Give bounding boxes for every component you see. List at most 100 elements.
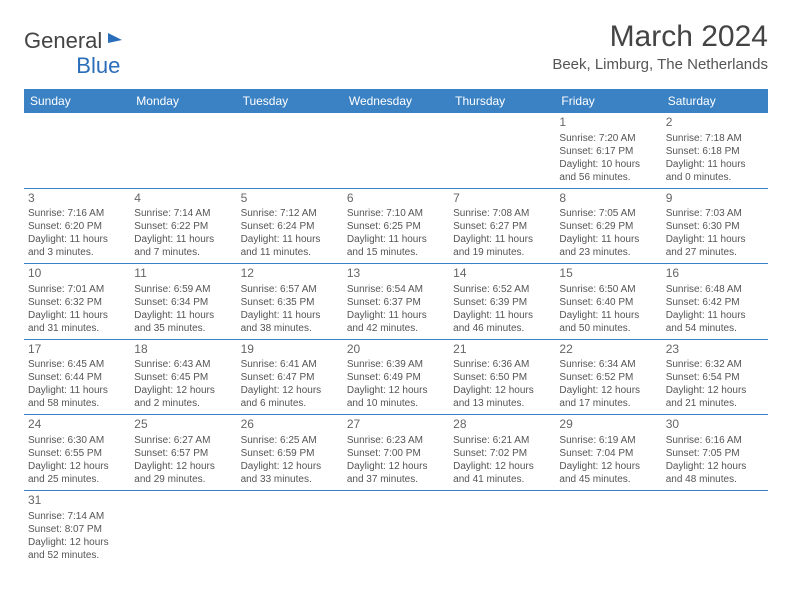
- flag-icon: [108, 33, 122, 43]
- daylight-text: Daylight: 11 hours and 11 minutes.: [241, 233, 339, 259]
- sunset-text: Sunset: 6:47 PM: [241, 371, 339, 384]
- sunset-text: Sunset: 6:25 PM: [347, 220, 445, 233]
- day-number: 1: [559, 115, 657, 131]
- daylight-text: Daylight: 12 hours and 6 minutes.: [241, 384, 339, 410]
- sunset-text: Sunset: 6:27 PM: [453, 220, 551, 233]
- calendar-cell: 1Sunrise: 7:20 AMSunset: 6:17 PMDaylight…: [555, 113, 661, 189]
- daylight-text: Daylight: 12 hours and 17 minutes.: [559, 384, 657, 410]
- dayhead-mon: Monday: [130, 89, 236, 113]
- sunset-text: Sunset: 6:57 PM: [134, 447, 232, 460]
- calendar-cell: 25Sunrise: 6:27 AMSunset: 6:57 PMDayligh…: [130, 415, 236, 491]
- dayhead-sun: Sunday: [24, 89, 130, 113]
- sunset-text: Sunset: 6:37 PM: [347, 296, 445, 309]
- sunset-text: Sunset: 6:42 PM: [666, 296, 764, 309]
- sunset-text: Sunset: 6:40 PM: [559, 296, 657, 309]
- day-number: 17: [28, 342, 126, 358]
- daylight-text: Daylight: 12 hours and 2 minutes.: [134, 384, 232, 410]
- day-number: 2: [666, 115, 764, 131]
- sunset-text: Sunset: 7:04 PM: [559, 447, 657, 460]
- sunrise-text: Sunrise: 6:34 AM: [559, 358, 657, 371]
- daylight-text: Daylight: 11 hours and 27 minutes.: [666, 233, 764, 259]
- sunset-text: Sunset: 6:20 PM: [28, 220, 126, 233]
- daylight-text: Daylight: 12 hours and 21 minutes.: [666, 384, 764, 410]
- calendar-cell: [130, 113, 236, 189]
- day-number: 4: [134, 191, 232, 207]
- daylight-text: Daylight: 11 hours and 19 minutes.: [453, 233, 551, 259]
- sunrise-text: Sunrise: 6:25 AM: [241, 434, 339, 447]
- sunrise-text: Sunrise: 6:57 AM: [241, 283, 339, 296]
- sunset-text: Sunset: 7:02 PM: [453, 447, 551, 460]
- logo-text-2: Blue: [76, 53, 120, 79]
- sunrise-text: Sunrise: 6:27 AM: [134, 434, 232, 447]
- sunrise-text: Sunrise: 6:21 AM: [453, 434, 551, 447]
- calendar-cell: 12Sunrise: 6:57 AMSunset: 6:35 PMDayligh…: [237, 264, 343, 340]
- day-number: 9: [666, 191, 764, 207]
- day-number: 25: [134, 417, 232, 433]
- day-number: 20: [347, 342, 445, 358]
- day-number: 11: [134, 266, 232, 282]
- daylight-text: Daylight: 11 hours and 7 minutes.: [134, 233, 232, 259]
- day-number: 3: [28, 191, 126, 207]
- calendar-cell: 29Sunrise: 6:19 AMSunset: 7:04 PMDayligh…: [555, 415, 661, 491]
- calendar-cell: 2Sunrise: 7:18 AMSunset: 6:18 PMDaylight…: [662, 113, 768, 189]
- calendar-cell: 5Sunrise: 7:12 AMSunset: 6:24 PMDaylight…: [237, 189, 343, 265]
- calendar-cell: 10Sunrise: 7:01 AMSunset: 6:32 PMDayligh…: [24, 264, 130, 340]
- daylight-text: Daylight: 12 hours and 33 minutes.: [241, 460, 339, 486]
- calendar-cell: [237, 491, 343, 566]
- daylight-text: Daylight: 11 hours and 38 minutes.: [241, 309, 339, 335]
- calendar-cell: 31Sunrise: 7:14 AMSunset: 8:07 PMDayligh…: [24, 491, 130, 566]
- calendar-cell: [555, 491, 661, 566]
- daylight-text: Daylight: 10 hours and 56 minutes.: [559, 158, 657, 184]
- calendar-cell: 9Sunrise: 7:03 AMSunset: 6:30 PMDaylight…: [662, 189, 768, 265]
- day-number: 29: [559, 417, 657, 433]
- calendar-cell: 6Sunrise: 7:10 AMSunset: 6:25 PMDaylight…: [343, 189, 449, 265]
- day-number: 7: [453, 191, 551, 207]
- calendar-cell: [449, 113, 555, 189]
- calendar-cell: 4Sunrise: 7:14 AMSunset: 6:22 PMDaylight…: [130, 189, 236, 265]
- calendar-cell: [343, 491, 449, 566]
- sunrise-text: Sunrise: 6:41 AM: [241, 358, 339, 371]
- dayhead-tue: Tuesday: [237, 89, 343, 113]
- daylight-text: Daylight: 11 hours and 46 minutes.: [453, 309, 551, 335]
- sunset-text: Sunset: 6:59 PM: [241, 447, 339, 460]
- calendar-cell: [449, 491, 555, 566]
- sunrise-text: Sunrise: 6:36 AM: [453, 358, 551, 371]
- calendar-cell: [662, 491, 768, 566]
- day-number: 23: [666, 342, 764, 358]
- calendar-cell: 3Sunrise: 7:16 AMSunset: 6:20 PMDaylight…: [24, 189, 130, 265]
- sunset-text: Sunset: 6:54 PM: [666, 371, 764, 384]
- calendar-cell: 18Sunrise: 6:43 AMSunset: 6:45 PMDayligh…: [130, 340, 236, 416]
- sunrise-text: Sunrise: 6:45 AM: [28, 358, 126, 371]
- day-number: 27: [347, 417, 445, 433]
- sunrise-text: Sunrise: 7:10 AM: [347, 207, 445, 220]
- sunset-text: Sunset: 6:49 PM: [347, 371, 445, 384]
- sunrise-text: Sunrise: 6:30 AM: [28, 434, 126, 447]
- logo-text-1: General: [24, 28, 102, 54]
- daylight-text: Daylight: 11 hours and 15 minutes.: [347, 233, 445, 259]
- sunset-text: Sunset: 6:52 PM: [559, 371, 657, 384]
- logo: General: [24, 28, 122, 54]
- sunrise-text: Sunrise: 7:03 AM: [666, 207, 764, 220]
- sunrise-text: Sunrise: 7:14 AM: [28, 510, 126, 523]
- day-number: 10: [28, 266, 126, 282]
- daylight-text: Daylight: 11 hours and 0 minutes.: [666, 158, 764, 184]
- sunset-text: Sunset: 6:34 PM: [134, 296, 232, 309]
- title-block: March 2024 Beek, Limburg, The Netherland…: [552, 20, 768, 73]
- sunset-text: Sunset: 6:24 PM: [241, 220, 339, 233]
- calendar-cell: 16Sunrise: 6:48 AMSunset: 6:42 PMDayligh…: [662, 264, 768, 340]
- daylight-text: Daylight: 12 hours and 37 minutes.: [347, 460, 445, 486]
- sunrise-text: Sunrise: 7:08 AM: [453, 207, 551, 220]
- day-number: 30: [666, 417, 764, 433]
- day-number: 13: [347, 266, 445, 282]
- sunset-text: Sunset: 6:50 PM: [453, 371, 551, 384]
- calendar-cell: 13Sunrise: 6:54 AMSunset: 6:37 PMDayligh…: [343, 264, 449, 340]
- sunset-text: Sunset: 6:45 PM: [134, 371, 232, 384]
- daylight-text: Daylight: 12 hours and 52 minutes.: [28, 536, 126, 562]
- sunrise-text: Sunrise: 7:16 AM: [28, 207, 126, 220]
- sunrise-text: Sunrise: 7:05 AM: [559, 207, 657, 220]
- calendar-cell: 24Sunrise: 6:30 AMSunset: 6:55 PMDayligh…: [24, 415, 130, 491]
- sunrise-text: Sunrise: 7:12 AM: [241, 207, 339, 220]
- dayhead-wed: Wednesday: [343, 89, 449, 113]
- sunrise-text: Sunrise: 7:01 AM: [28, 283, 126, 296]
- day-number: 21: [453, 342, 551, 358]
